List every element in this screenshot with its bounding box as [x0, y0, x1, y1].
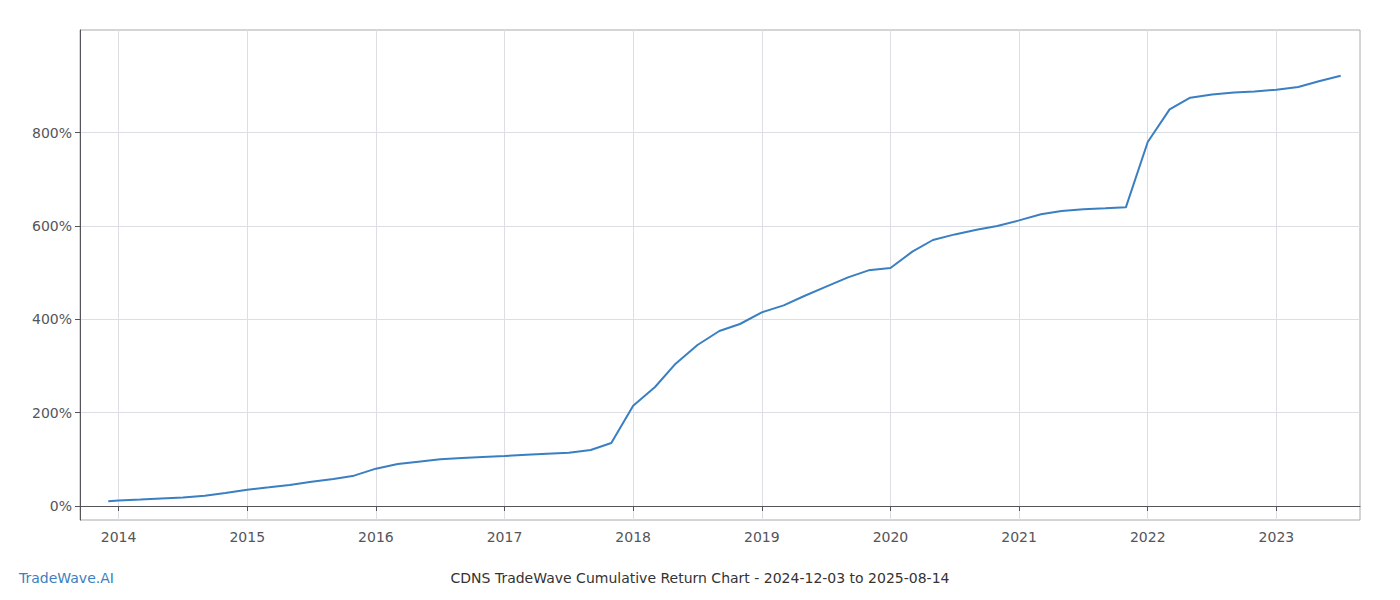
svg-text:0%: 0%	[50, 498, 72, 514]
svg-text:2015: 2015	[229, 529, 265, 545]
svg-text:TradeWave.AI: TradeWave.AI	[18, 570, 114, 586]
svg-text:CDNS TradeWave Cumulative Retu: CDNS TradeWave Cumulative Return Chart -…	[451, 570, 950, 586]
svg-text:800%: 800%	[32, 125, 72, 141]
svg-text:2023: 2023	[1259, 529, 1295, 545]
svg-text:2020: 2020	[873, 529, 909, 545]
svg-text:400%: 400%	[32, 311, 72, 327]
svg-text:2022: 2022	[1130, 529, 1166, 545]
svg-text:2018: 2018	[615, 529, 651, 545]
svg-text:200%: 200%	[32, 405, 72, 421]
svg-text:600%: 600%	[32, 218, 72, 234]
svg-text:2014: 2014	[101, 529, 137, 545]
svg-text:2016: 2016	[358, 529, 394, 545]
svg-text:2019: 2019	[744, 529, 780, 545]
svg-text:2021: 2021	[1001, 529, 1037, 545]
svg-text:2017: 2017	[487, 529, 523, 545]
